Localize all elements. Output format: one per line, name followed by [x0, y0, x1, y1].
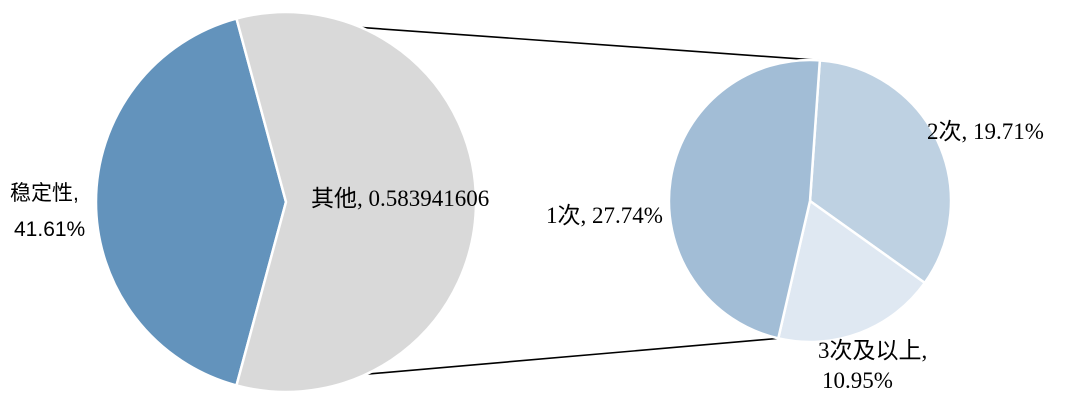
detail-pie — [667, 58, 953, 344]
label-thrice-line1: 3次及以上, — [818, 338, 927, 363]
main-slice-other — [235, 10, 478, 394]
label-once: 1次, 27.74% — [546, 203, 663, 228]
main-pie — [94, 10, 478, 394]
label-stability-line1: 稳定性, — [10, 182, 79, 205]
label-other: 其他, 0.583941606 — [311, 186, 489, 211]
label-stability-line2: 41.61% — [14, 218, 85, 241]
detail-slice-twice — [808, 59, 953, 285]
detail-slice-thrice — [777, 199, 927, 344]
main-slice-stability — [94, 17, 288, 387]
detail-slice-once — [667, 58, 822, 340]
label-twice: 2次, 19.71% — [927, 119, 1044, 144]
label-thrice-line2: 10.95% — [822, 368, 893, 393]
